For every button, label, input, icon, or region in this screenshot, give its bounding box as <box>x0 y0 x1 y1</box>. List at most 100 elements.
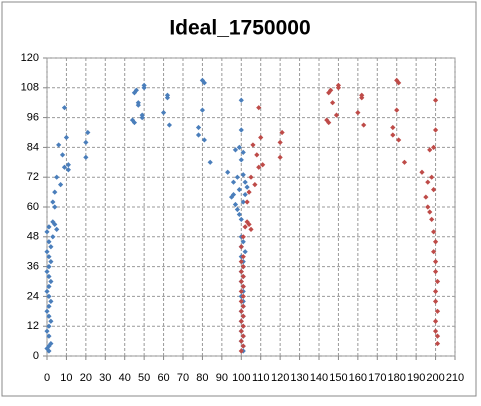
point <box>333 112 340 118</box>
point <box>54 226 60 232</box>
x-tick-label: 40 <box>119 372 131 384</box>
point <box>238 244 244 250</box>
y-tick-label: 48 <box>27 231 39 243</box>
point <box>355 110 361 116</box>
y-tick-label: 120 <box>21 52 39 64</box>
point <box>242 191 248 198</box>
point <box>236 187 242 193</box>
point <box>240 264 246 270</box>
point <box>432 259 439 265</box>
x-tick-label: 160 <box>349 372 367 384</box>
x-tick-label: 180 <box>388 372 406 384</box>
point <box>359 92 365 98</box>
point <box>434 340 441 347</box>
point <box>238 216 244 223</box>
point <box>432 318 439 324</box>
point <box>236 211 242 218</box>
point <box>46 283 52 290</box>
x-tick-label: 140 <box>310 372 328 384</box>
point <box>238 288 244 295</box>
point <box>50 199 56 205</box>
point <box>432 127 439 133</box>
point <box>83 154 89 160</box>
point <box>240 303 246 309</box>
point <box>52 204 58 210</box>
point <box>423 194 429 200</box>
point <box>432 288 439 295</box>
point <box>201 137 207 143</box>
point <box>44 345 50 352</box>
point <box>48 298 54 304</box>
point <box>432 298 439 304</box>
x-tick-label: 30 <box>99 372 111 384</box>
point <box>246 189 252 195</box>
point <box>240 323 246 329</box>
point <box>238 328 244 334</box>
y-tick-label: 24 <box>27 290 39 302</box>
point <box>256 105 262 111</box>
point <box>240 149 246 155</box>
x-tick-label: 150 <box>329 372 347 384</box>
chart-title: Ideal_1750000 <box>169 17 310 40</box>
y-tick-label: 84 <box>27 141 39 153</box>
point <box>244 184 250 190</box>
point <box>252 182 258 188</box>
point <box>242 224 248 230</box>
point <box>238 127 244 133</box>
point <box>390 124 396 131</box>
point <box>326 119 332 126</box>
point <box>46 313 52 319</box>
point <box>427 147 433 153</box>
point <box>238 259 244 265</box>
point <box>56 142 62 148</box>
point <box>131 119 138 126</box>
point <box>52 221 58 227</box>
point <box>52 189 58 195</box>
point <box>248 174 254 180</box>
point <box>44 229 50 235</box>
point <box>46 224 52 230</box>
point <box>242 179 248 185</box>
y-tick-label: 12 <box>27 320 39 332</box>
point <box>244 199 250 205</box>
point <box>432 97 439 103</box>
y-tick-label: 0 <box>33 350 39 362</box>
point <box>133 87 139 93</box>
point <box>429 174 435 180</box>
point <box>54 174 60 180</box>
point <box>61 105 68 111</box>
point <box>256 164 262 170</box>
point <box>207 159 213 165</box>
point <box>240 239 246 245</box>
point <box>240 254 246 260</box>
point <box>46 239 52 245</box>
point <box>139 115 145 121</box>
point <box>238 338 244 344</box>
point <box>46 333 52 339</box>
y-tick-label: 60 <box>27 201 39 213</box>
point <box>240 199 246 205</box>
y-tick-label: 108 <box>21 82 39 94</box>
point <box>46 254 52 260</box>
x-tick-label: 50 <box>138 372 150 384</box>
point <box>238 157 244 163</box>
point <box>201 80 207 86</box>
point <box>277 139 283 146</box>
point <box>254 152 260 158</box>
point <box>85 129 91 136</box>
point <box>240 333 246 339</box>
point <box>427 209 433 215</box>
point <box>431 144 437 150</box>
point <box>431 187 437 193</box>
point <box>50 234 56 240</box>
point <box>230 179 237 185</box>
point <box>65 167 71 173</box>
point <box>434 278 441 285</box>
point <box>401 159 408 165</box>
point <box>234 174 240 180</box>
point <box>240 293 246 299</box>
point <box>141 85 147 91</box>
point <box>240 313 246 319</box>
point <box>238 348 244 354</box>
x-tick-label: 190 <box>407 372 425 384</box>
